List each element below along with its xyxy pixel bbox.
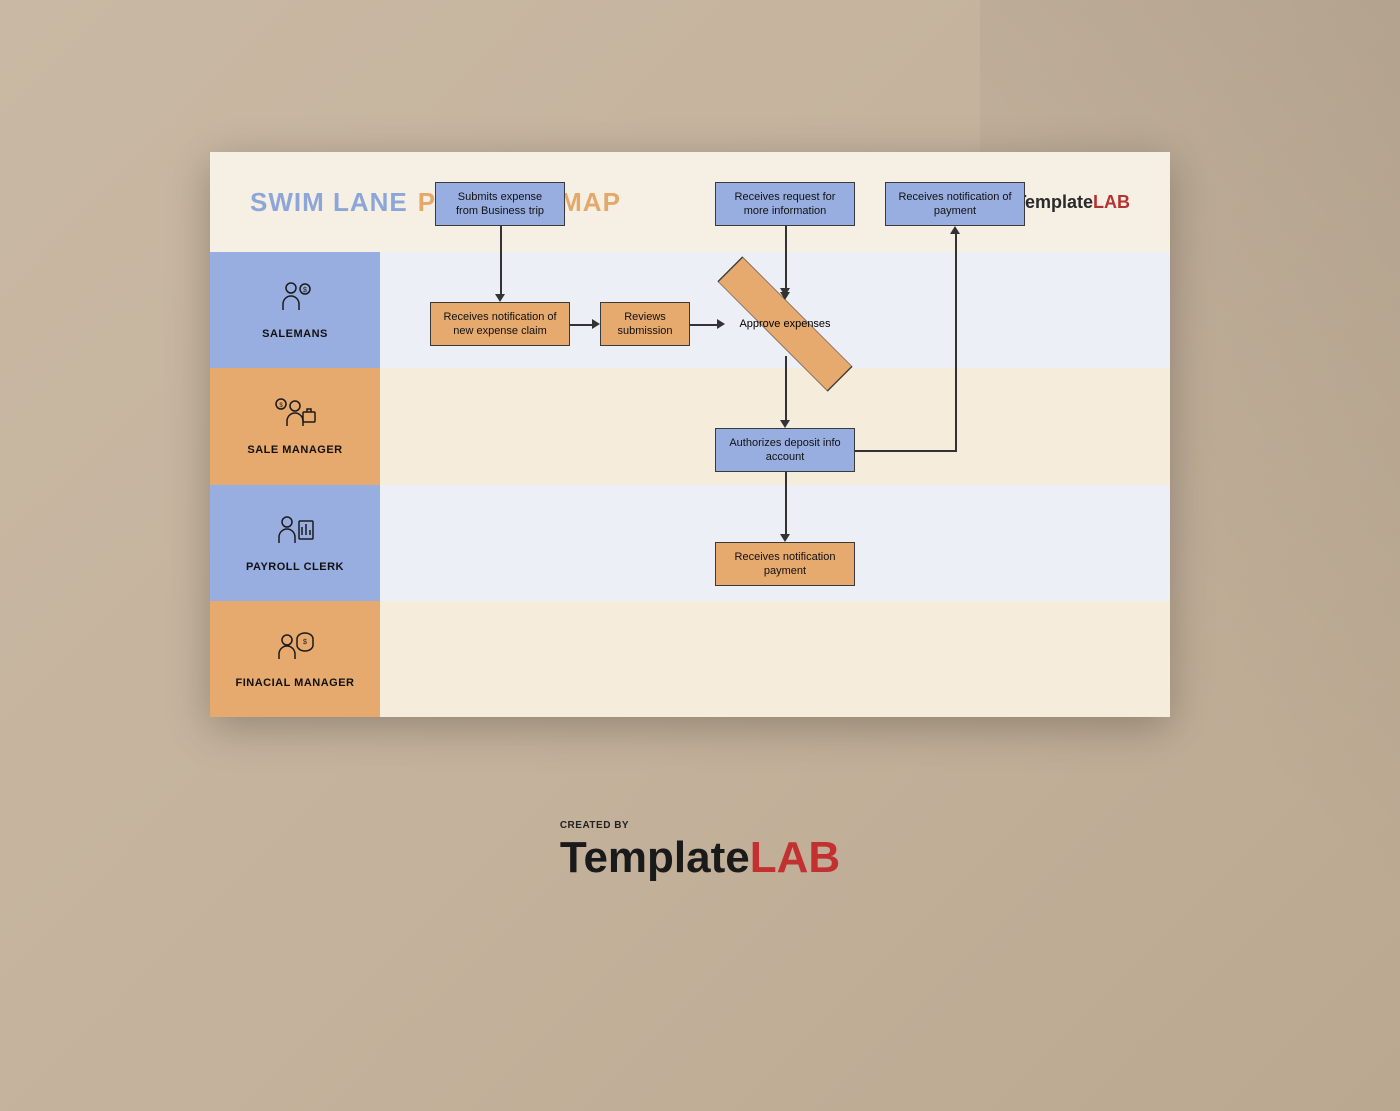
footer-created-by: CREATED BY [560, 820, 840, 831]
title-part1: SWIM LANE [250, 187, 408, 218]
title-part2: PROCESS MAP [418, 187, 621, 218]
logo-part1: Template [1015, 192, 1093, 213]
lane-name-finmanager: FINACIAL MANAGER [235, 677, 354, 689]
logo-part2: LAB [1093, 192, 1130, 213]
lane-finmanager: $ FINACIAL MANAGER [210, 601, 1170, 717]
footer-logo: CREATED BY TemplateLAB [560, 820, 840, 883]
lane-body-salemanager [380, 368, 1170, 484]
lane-label-salesman: $ SALEMANS [210, 252, 380, 368]
footer-part2: LAB [750, 833, 840, 883]
lane-body-salesman [380, 252, 1170, 368]
lane-label-salemanager: $ SALE MANAGER [210, 368, 380, 484]
salesman-icon: $ [275, 280, 315, 316]
svg-text:$: $ [303, 287, 307, 294]
lane-label-payrollclerk: PAYROLL CLERK [210, 485, 380, 601]
header-logo: TemplateLAB [1015, 192, 1130, 213]
lane-payrollclerk: PAYROLL CLERK [210, 485, 1170, 601]
finance-icon: $ [273, 629, 317, 665]
lane-salemanager: $ SALE MANAGER [210, 368, 1170, 484]
card-header: SWIM LANE PROCESS MAP TemplateLAB [210, 152, 1170, 252]
manager-icon: $ [273, 396, 317, 432]
lane-body-finmanager [380, 601, 1170, 717]
footer-part1: Template [560, 833, 750, 883]
swimlanes: $ SALEMANS $ SALE MANAGER [210, 252, 1170, 717]
lane-salesman: $ SALEMANS [210, 252, 1170, 368]
lane-name-salesman: SALEMANS [262, 328, 328, 340]
page-title: SWIM LANE PROCESS MAP [250, 187, 621, 218]
lane-name-salemanager: SALE MANAGER [247, 444, 342, 456]
svg-text:$: $ [303, 639, 307, 646]
lane-body-payrollclerk [380, 485, 1170, 601]
lane-label-finmanager: $ FINACIAL MANAGER [210, 601, 380, 717]
lane-name-payrollclerk: PAYROLL CLERK [246, 561, 344, 573]
clerk-icon [273, 513, 317, 549]
process-map-card: SWIM LANE PROCESS MAP TemplateLAB $ SALE… [210, 152, 1170, 717]
